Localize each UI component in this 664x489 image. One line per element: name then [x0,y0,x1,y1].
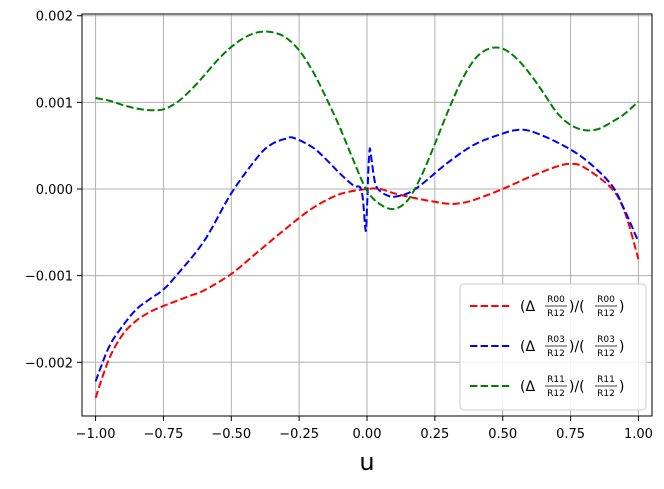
y-tick-label: −0.001 [25,270,73,285]
legend-text: (Δ [520,379,535,395]
y-tick-label: 0.000 [36,183,73,198]
legend: (Δ R00 R12 )/( R00 R12) (Δ R03 R12 )/( R03 R12) (Δ R1… [459,283,647,411]
legend-entry: (Δ R00 R12 )/( R00 R12) [520,295,624,319]
legend-entry: (Δ R11 R12 )/( R11 R12) [520,375,624,399]
x-tick-label: 1.00 [624,427,653,442]
legend-text: R12 [547,309,565,319]
series-layer [94,30,640,399]
x-axis-ticks: −1.00 −0.75 −0.50 −0.25 0.00 0.25 0.50 0.75 1.00 [76,416,653,442]
series-line-r11 [95,30,640,211]
legend-text: ) [619,299,624,315]
y-tick-label: 0.001 [36,96,73,111]
legend-text: )/( [569,339,585,355]
legend-text: R12 [597,349,615,359]
series-line-r03 [94,128,640,382]
x-tick-label: 0.00 [353,427,382,442]
legend-text: R11 [547,375,565,385]
legend-text: ) [619,339,624,355]
x-tick-label: 0.50 [488,427,517,442]
x-tick-label: −0.25 [279,427,319,442]
legend-box [459,283,647,411]
legend-text: R12 [547,389,565,399]
legend-text: R00 [597,295,615,305]
x-tick-label: −1.00 [76,427,116,442]
legend-text: (Δ [520,339,535,355]
legend-text: R12 [547,349,565,359]
legend-text: R12 [597,309,615,319]
legend-text: )/( [569,379,585,395]
x-tick-label: 0.75 [556,427,585,442]
y-tick-label: −0.002 [25,356,73,371]
x-tick-label: −0.75 [144,427,184,442]
legend-text: )/( [569,299,585,315]
x-tick-label: 0.25 [420,427,449,442]
legend-text: R03 [547,335,565,345]
legend-text: ) [619,379,624,395]
legend-text: (Δ [520,299,535,315]
y-tick-label: 0.002 [36,10,73,25]
x-axis-label: u [359,448,374,476]
y-axis-ticks: −0.002 −0.001 0.000 0.001 0.002 [25,10,82,371]
legend-text: R11 [597,375,615,385]
legend-text: R00 [547,295,565,305]
legend-text: R03 [597,335,615,345]
x-tick-label: −0.50 [211,427,251,442]
legend-text: R12 [597,389,615,399]
legend-entry: (Δ R03 R12 )/( R03 R12) [520,335,624,359]
